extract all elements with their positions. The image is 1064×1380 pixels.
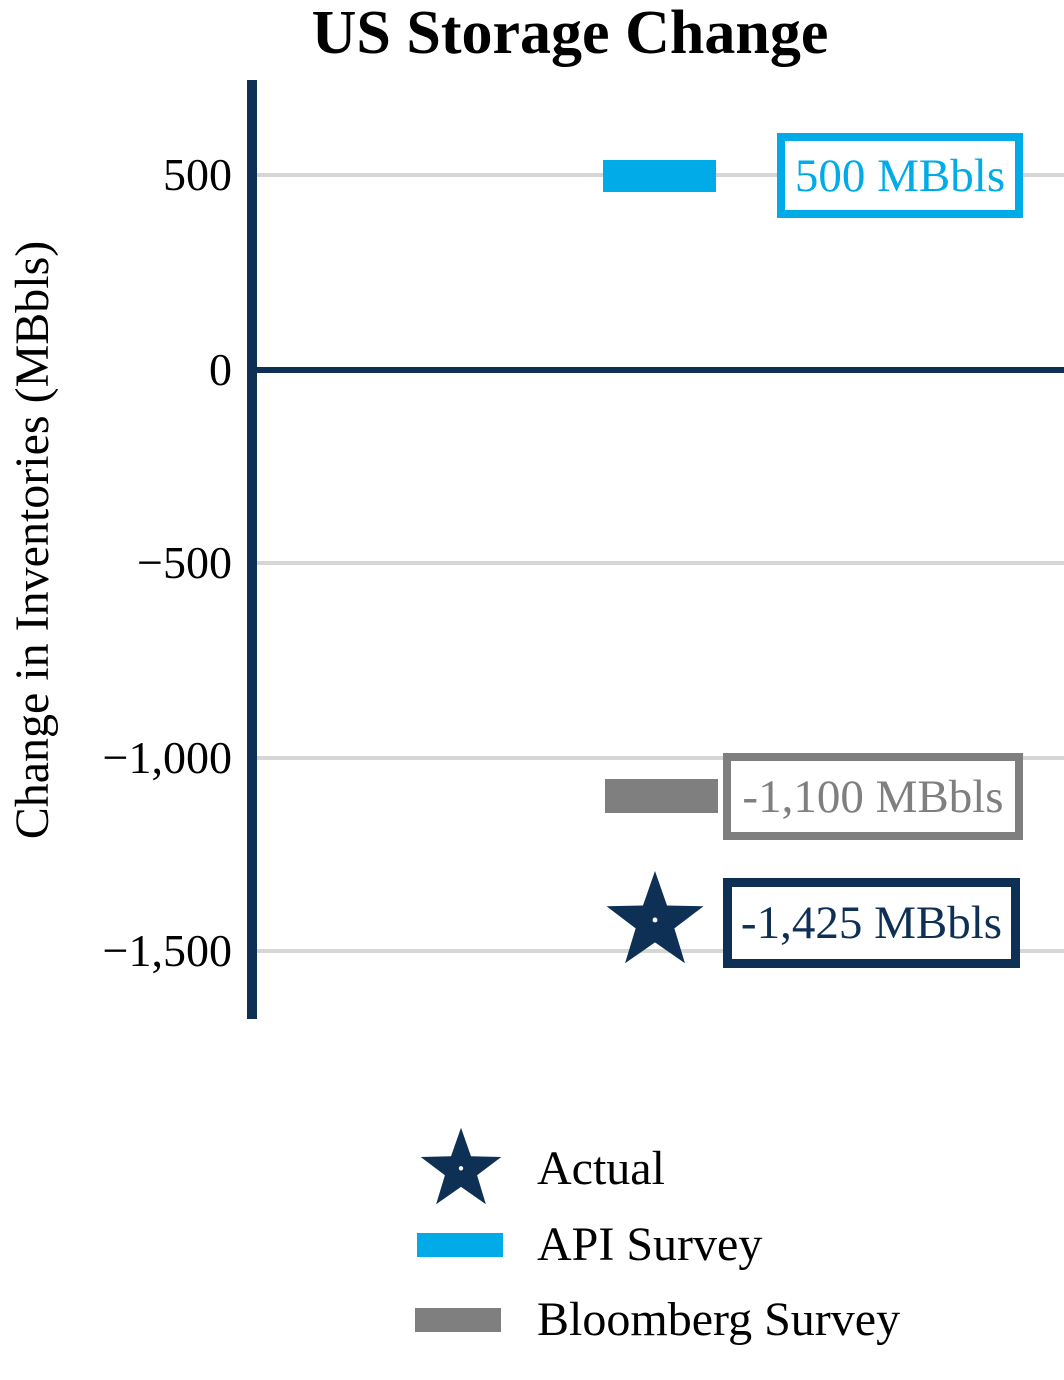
actual-value-label: -1,425 MBbls — [723, 878, 1020, 968]
tick-label-neg500: −500 — [137, 537, 232, 588]
tick-label-neg1500: −1,500 — [102, 925, 232, 976]
tick-label-500: 500 — [163, 149, 232, 200]
api-survey-value-label: 500 MBbls — [777, 133, 1023, 218]
actual-star-icon — [606, 871, 704, 964]
legend-label-api-survey: API Survey — [537, 1218, 763, 1271]
actual-value-text: -1,425 MBbls — [740, 897, 1003, 949]
legend-label-bloomberg-survey: Bloomberg Survey — [537, 1293, 901, 1346]
api-survey-marker — [603, 160, 716, 192]
tick-label-0: 0 — [209, 344, 232, 395]
tick-label-neg1000: −1,000 — [102, 732, 232, 783]
bloomberg-survey-value-text: -1,100 MBbls — [742, 770, 1004, 823]
gridline-neg500 — [257, 561, 1064, 565]
api-survey-swatch — [417, 1233, 503, 1257]
legend-label-actual: Actual — [537, 1142, 665, 1195]
legend-star-icon — [420, 1127, 502, 1205]
zero-line — [257, 367, 1064, 373]
api-survey-value-text: 500 MBbls — [794, 149, 1006, 202]
bloomberg-survey-swatch — [415, 1308, 501, 1332]
gridline-neg1500 — [257, 949, 1064, 953]
chart-title: US Storage Change — [311, 0, 829, 67]
bloomberg-survey-marker — [605, 779, 718, 813]
gridline-neg1000 — [257, 756, 1064, 760]
bloomberg-survey-value-label: -1,100 MBbls — [723, 753, 1023, 840]
y-axis-spine — [247, 80, 257, 1019]
